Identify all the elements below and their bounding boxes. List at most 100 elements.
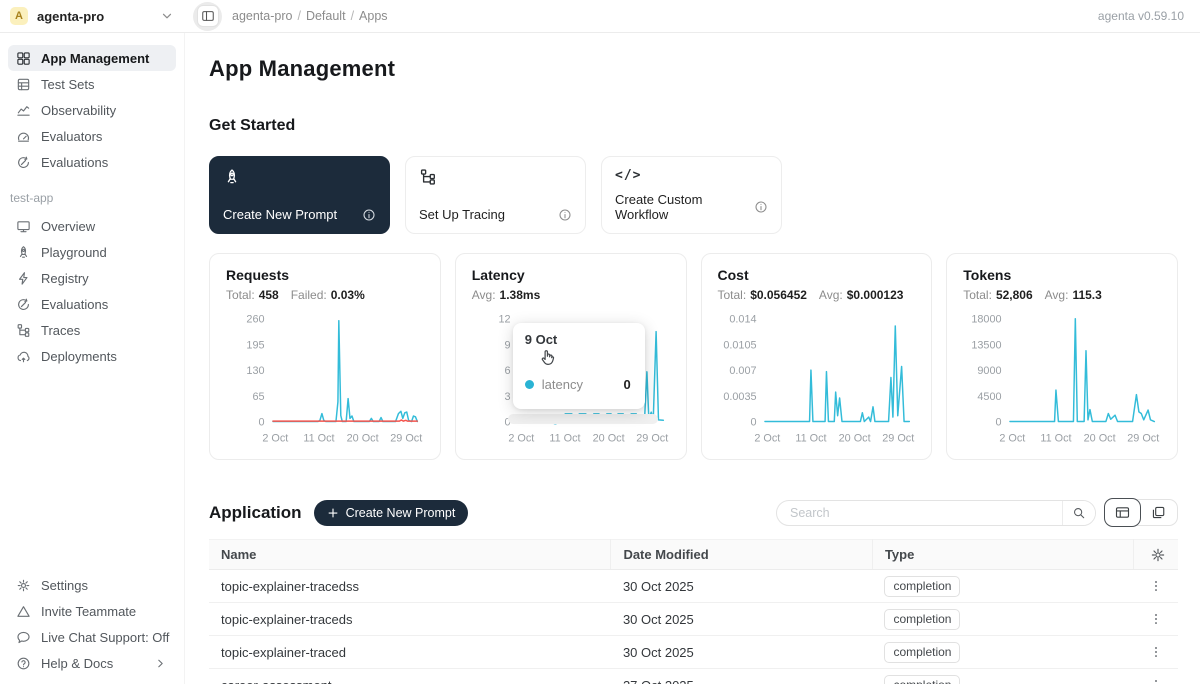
type-badge: completion [884,675,960,684]
cell-date-modified: 30 Oct 2025 [611,636,873,669]
triangle-icon [16,604,31,619]
grid-icon [16,51,31,66]
row-actions-button[interactable] [1146,579,1166,593]
stat-cards: RequestsTotal:458Failed:0.03%06513019526… [209,253,1178,460]
sidebar-item-app-management[interactable]: App Management [8,45,176,71]
svg-text:2 Oct: 2 Oct [508,432,534,444]
gauge-icon [16,129,31,144]
sidebar-toggle-button[interactable] [197,5,219,27]
svg-text:0.014: 0.014 [729,314,756,326]
svg-text:11 Oct: 11 Oct [1041,432,1072,444]
bolt-icon [16,271,31,286]
sidebar-item-deployments[interactable]: Deployments [8,343,176,369]
svg-text:11 Oct: 11 Oct [795,432,826,444]
cell-name: topic-explainer-traceds [209,603,611,636]
chart-hover-indicator [508,414,658,424]
dots-vertical-icon [1149,678,1163,684]
cell-type: completion [872,669,1134,684]
sidebar-item-settings[interactable]: Settings [8,572,176,598]
sidebar-item-live-chat-support-off[interactable]: Live Chat Support: Off [8,624,176,650]
sidebar-item-overview[interactable]: Overview [8,213,176,239]
table-row-topic-explainer-traced[interactable]: topic-explainer-traced30 Oct 2025complet… [209,636,1178,669]
chart-icon [16,103,31,118]
svg-text:11 Oct: 11 Oct [549,432,580,444]
breadcrumb-item-default[interactable]: Default [306,9,346,23]
table-row-career-assessment[interactable]: career-assessment27 Oct 2025completion [209,669,1178,684]
table-row-topic-explainer-traceds[interactable]: topic-explainer-traceds30 Oct 2025comple… [209,603,1178,636]
get-started-cards: Create New PromptSet Up Tracing</>Create… [209,156,1178,234]
cell-type: completion [872,636,1134,669]
table-row-topic-explainer-tracedss[interactable]: topic-explainer-tracedss30 Oct 2025compl… [209,570,1178,603]
svg-text:0.007: 0.007 [729,365,756,377]
svg-text:11 Oct: 11 Oct [303,432,334,444]
code-icon: </> [615,168,768,183]
row-actions-button[interactable] [1146,612,1166,626]
search-button[interactable] [1062,501,1095,525]
chart-tooltip: 9 Octlatency0 [513,323,645,409]
apps-table: NameDate ModifiedType topic-explainer-tr… [209,539,1178,684]
sidebar-item-playground[interactable]: Playground [8,239,176,265]
sidebar-item-help-docs[interactable]: Help & Docs [8,650,176,676]
svg-text:12: 12 [498,314,510,326]
svg-text:29 Oct: 29 Oct [390,432,422,444]
stat-card-latency: LatencyAvg:1.38ms0369122 Oct11 Oct20 Oct… [455,253,687,460]
sidebar-item-evaluations[interactable]: Evaluations [8,149,176,175]
get-started-card-create-custom-workflow[interactable]: </>Create Custom Workflow [601,156,782,234]
stat-card-tokens: TokensTotal:52,806Avg:115.30450090001350… [946,253,1178,460]
workspace-name: agenta-pro [37,9,104,24]
stat-title: Latency [472,267,670,283]
row-actions-button[interactable] [1146,678,1166,684]
svg-text:2 Oct: 2 Oct [1000,432,1026,444]
stat-title: Tokens [963,267,1161,283]
sidebar-item-observability[interactable]: Observability [8,97,176,123]
main-content: App Management Get Started Create New Pr… [185,33,1200,684]
card-view-button[interactable] [1140,499,1177,526]
svg-text:2 Oct: 2 Oct [754,432,780,444]
dots-vertical-icon [1149,645,1163,659]
tokens-chart[interactable]: 04500900013500180002 Oct11 Oct20 Oct29 O… [963,310,1161,452]
svg-text:18000: 18000 [972,314,1002,326]
column-header-type: Type [872,540,1134,570]
search-input[interactable] [777,506,1062,520]
search-box [776,500,1096,526]
svg-text:20 Oct: 20 Oct [838,432,870,444]
requests-chart[interactable]: 0651301952602 Oct11 Oct20 Oct29 Oct [226,310,424,452]
panel-icon [201,9,215,23]
column-header-date-modified: Date Modified [611,540,873,570]
sidebar-item-evaluations[interactable]: Evaluations [8,291,176,317]
tooltip-date: 9 Oct [525,332,633,347]
cell-date-modified: 30 Oct 2025 [611,570,873,603]
svg-text:0.0035: 0.0035 [723,391,756,403]
plus-icon [327,507,339,519]
svg-text:130: 130 [246,365,264,377]
sidebar-toggle-halo [193,2,222,31]
row-actions-button[interactable] [1146,645,1166,659]
svg-text:65: 65 [252,391,264,403]
get-started-card-set-up-tracing[interactable]: Set Up Tracing [405,156,586,234]
sidebar-item-invite-teammate[interactable]: Invite Teammate [8,598,176,624]
sidebar-item-evaluators[interactable]: Evaluators [8,123,176,149]
tooltip-value: 0 [624,377,633,392]
column-settings-button[interactable] [1146,547,1166,563]
svg-text:0: 0 [996,416,1002,428]
breadcrumb-item-apps[interactable]: Apps [359,9,388,23]
svg-text:9: 9 [504,339,510,351]
dots-vertical-icon [1149,612,1163,626]
workspace-selector[interactable]: A agenta-pro [10,7,175,25]
svg-text:195: 195 [246,339,264,351]
breadcrumb: agenta-pro/Default/Apps [232,9,388,23]
sidebar-item-test-sets[interactable]: Test Sets [8,71,176,97]
svg-text:20 Oct: 20 Oct [592,432,624,444]
info-icon [754,200,768,214]
svg-text:20 Oct: 20 Oct [1084,432,1116,444]
rocket-icon [16,245,31,260]
table-view-button[interactable] [1104,498,1141,527]
sidebar-item-traces[interactable]: Traces [8,317,176,343]
create-new-prompt-button[interactable]: Create New Prompt [314,500,469,526]
get-started-card-create-new-prompt[interactable]: Create New Prompt [209,156,390,234]
legend-dot-icon [525,380,534,389]
sidebar-item-registry[interactable]: Registry [8,265,176,291]
cost-chart[interactable]: 00.00350.0070.01050.0142 Oct11 Oct20 Oct… [718,310,916,452]
breadcrumb-item-agenta-pro[interactable]: agenta-pro [232,9,292,23]
table-list-icon [16,77,31,92]
